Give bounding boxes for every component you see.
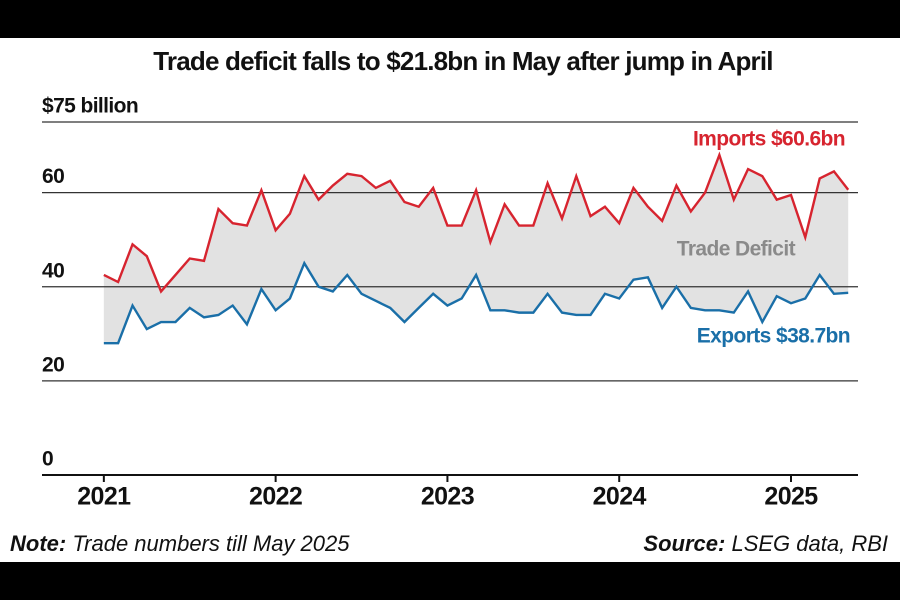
y-tick-label: 20	[42, 353, 64, 376]
x-tick-label: 2022	[249, 483, 302, 511]
x-tick-label: 2025	[764, 483, 818, 511]
plot: 0 20 40 60 $75 billion 2021 2022 2023 2024 2025 Im…	[42, 95, 858, 511]
y-tick-label: 40	[42, 259, 64, 282]
series-label: Exports $38.7bn	[697, 325, 850, 348]
note-label: Note:	[10, 531, 66, 556]
source-label: Source:	[643, 531, 725, 556]
x-tick-label: 2021	[77, 483, 131, 511]
y-tick-label: $75 billion	[42, 95, 138, 118]
x-tick-label: 2023	[421, 483, 474, 511]
series-label: Imports $60.6bn	[693, 128, 845, 151]
source: Source: LSEG data, RBI	[643, 531, 888, 556]
x-tick-label: 2024	[593, 483, 647, 511]
area-label: Trade Deficit	[677, 238, 796, 261]
note: Note: Trade numbers till May 2025	[10, 531, 350, 556]
y-tick-label: 0	[42, 448, 53, 471]
series-line	[103, 260, 849, 345]
note-text: Trade numbers till May 2025	[72, 531, 350, 556]
chart-title: Trade deficit falls to $21.8bn in May af…	[153, 46, 772, 76]
source-text: LSEG data, RBI	[731, 531, 888, 556]
y-tick-label: 60	[42, 165, 64, 188]
series-line	[103, 151, 850, 294]
